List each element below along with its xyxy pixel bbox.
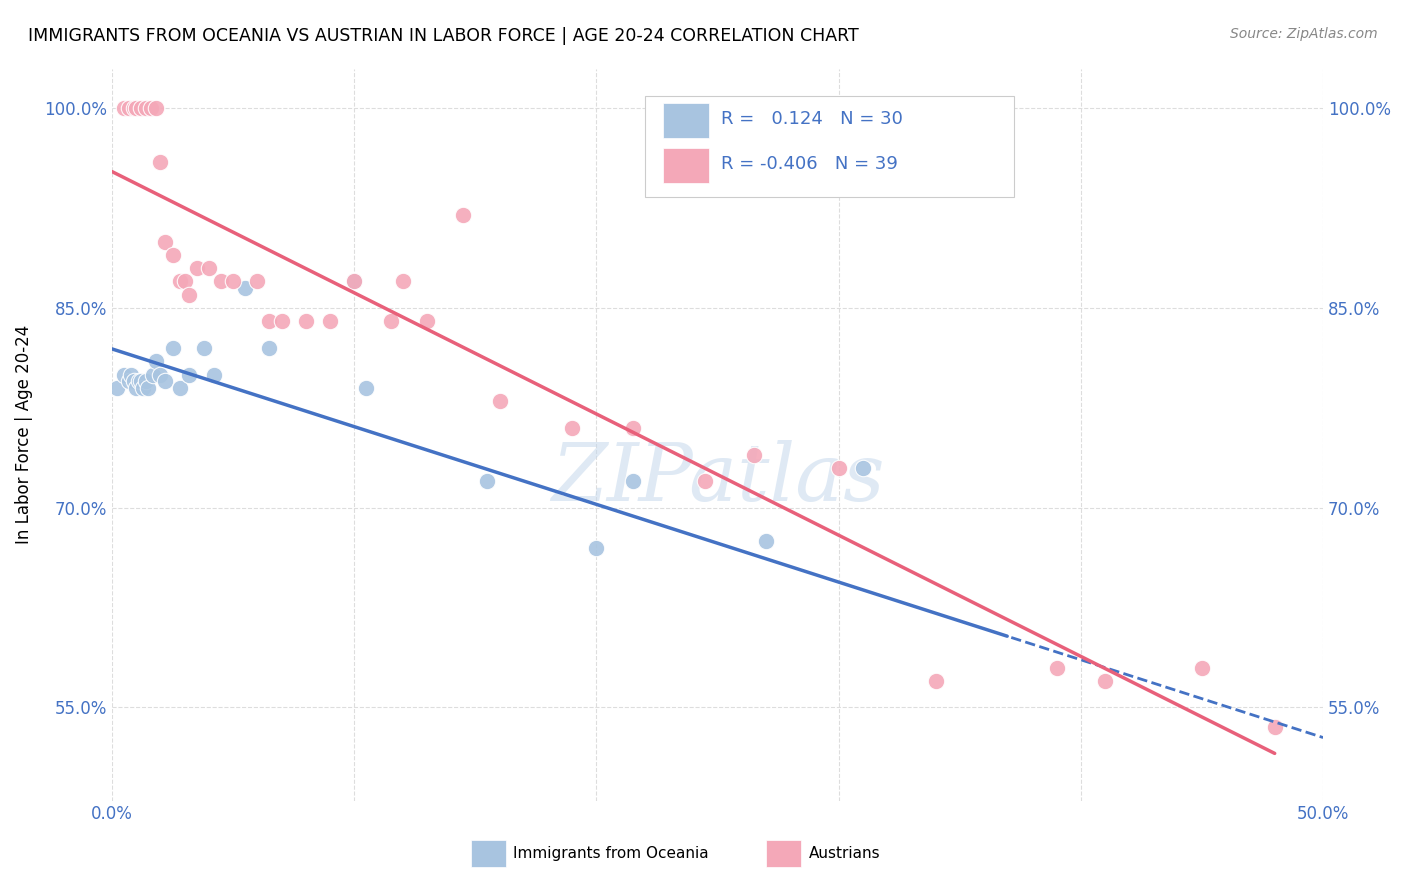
Point	[259, 341, 281, 355]
Point	[173, 275, 195, 289]
Text: ZIPatlas: ZIPatlas	[551, 440, 884, 517]
Point	[621, 474, 644, 488]
Y-axis label: In Labor Force | Age 20-24: In Labor Force | Age 20-24	[15, 325, 32, 544]
Point	[129, 374, 152, 388]
Point	[135, 374, 157, 388]
Point	[122, 102, 145, 116]
Point	[112, 102, 135, 116]
Point	[179, 368, 201, 382]
Text: IMMIGRANTS FROM OCEANIA VS AUSTRIAN IN LABOR FORCE | AGE 20-24 CORRELATION CHART: IMMIGRANTS FROM OCEANIA VS AUSTRIAN IN L…	[28, 27, 859, 45]
Point	[1046, 660, 1069, 674]
Point	[120, 368, 142, 382]
Text: Immigrants from Oceania: Immigrants from Oceania	[513, 847, 709, 861]
Point	[132, 381, 155, 395]
Point	[561, 421, 583, 435]
Point	[380, 314, 402, 328]
Point	[695, 474, 717, 488]
Text: Austrians: Austrians	[808, 847, 880, 861]
Point	[139, 102, 162, 116]
Point	[585, 541, 607, 555]
Point	[118, 374, 141, 388]
Point	[416, 314, 439, 328]
Point	[145, 102, 167, 116]
Point	[924, 673, 946, 688]
Point	[169, 275, 191, 289]
Point	[259, 314, 281, 328]
Point	[136, 381, 159, 395]
Point	[105, 381, 128, 395]
FancyBboxPatch shape	[664, 148, 709, 184]
Text: Source: ZipAtlas.com: Source: ZipAtlas.com	[1230, 27, 1378, 41]
Point	[1264, 720, 1286, 734]
Point	[162, 248, 184, 262]
Text: R = -0.406   N = 39: R = -0.406 N = 39	[721, 155, 898, 173]
Point	[827, 460, 849, 475]
Point	[477, 474, 499, 488]
Point	[155, 374, 177, 388]
Point	[391, 275, 413, 289]
FancyBboxPatch shape	[645, 96, 1014, 196]
Point	[246, 275, 269, 289]
FancyBboxPatch shape	[664, 103, 709, 138]
Point	[1094, 673, 1116, 688]
Point	[193, 341, 215, 355]
Point	[451, 208, 474, 222]
Point	[118, 102, 141, 116]
Point	[129, 102, 152, 116]
Point	[209, 275, 232, 289]
Point	[202, 368, 225, 382]
Point	[125, 381, 148, 395]
Point	[488, 394, 510, 409]
Point	[997, 806, 1019, 821]
Point	[125, 102, 148, 116]
Point	[162, 341, 184, 355]
Point	[343, 275, 366, 289]
Point	[222, 275, 245, 289]
Point	[179, 287, 201, 301]
Point	[755, 534, 778, 549]
Point	[198, 261, 221, 276]
Point	[294, 314, 316, 328]
Point	[149, 368, 172, 382]
Point	[356, 381, 378, 395]
Point	[149, 154, 172, 169]
Point	[319, 314, 342, 328]
Point	[270, 314, 292, 328]
Point	[135, 102, 157, 116]
Point	[155, 235, 177, 249]
Point	[233, 281, 256, 295]
Point	[145, 354, 167, 368]
Point	[852, 460, 875, 475]
Point	[112, 368, 135, 382]
Point	[343, 275, 366, 289]
Point	[621, 421, 644, 435]
Point	[122, 374, 145, 388]
Text: R =   0.124   N = 30: R = 0.124 N = 30	[721, 110, 903, 128]
Point	[1191, 660, 1213, 674]
Point	[169, 381, 191, 395]
Point	[742, 448, 765, 462]
Point	[142, 368, 165, 382]
Point	[128, 374, 150, 388]
Point	[186, 261, 208, 276]
